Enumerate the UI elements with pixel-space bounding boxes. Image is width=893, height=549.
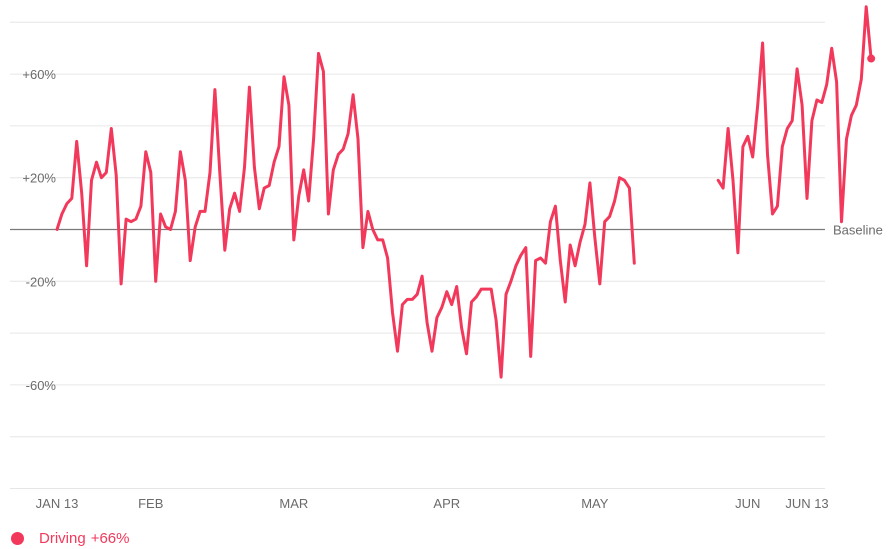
gridlines (10, 21, 825, 489)
x-tick-label: FEB (138, 496, 163, 511)
series-line-driving (716, 5, 873, 255)
series-driving (55, 5, 876, 379)
y-axis-ticks: +60% +20% -20% -60% (22, 67, 56, 393)
series-end-point (867, 54, 876, 63)
legend: Driving +66% (11, 530, 129, 547)
baseline-label: Baseline (833, 223, 883, 238)
series-line-driving (55, 51, 636, 379)
x-tick-label: JUN (735, 496, 760, 511)
y-tick-label: +20% (22, 171, 56, 186)
y-tick-label: +60% (22, 67, 56, 82)
x-tick-label: MAR (279, 496, 308, 511)
legend-series-value: +66% (90, 530, 130, 547)
x-tick-label: MAY (581, 496, 609, 511)
y-tick-label: -20% (26, 274, 57, 289)
baseline: Baseline (10, 223, 883, 238)
x-axis-ticks: JAN 13 FEB MAR APR MAY JUN JUN 13 (36, 496, 829, 511)
y-tick-label: -60% (26, 378, 57, 393)
x-tick-label: APR (433, 496, 460, 511)
legend-text: Driving +66% (39, 530, 129, 547)
x-tick-label: JAN 13 (36, 496, 79, 511)
x-tick-label: JUN 13 (785, 496, 828, 511)
legend-dot-icon (11, 532, 24, 545)
legend-series-name: Driving (39, 530, 86, 547)
